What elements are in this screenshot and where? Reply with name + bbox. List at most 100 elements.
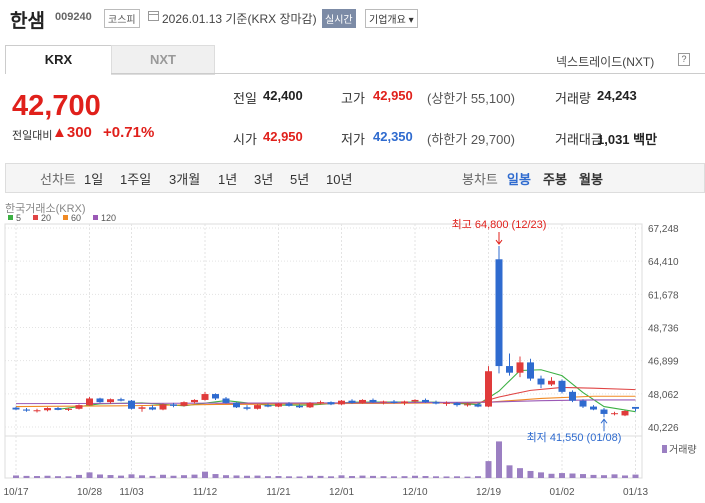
- y-tick-label: 46,899: [648, 357, 679, 368]
- change-label: 전일대비: [12, 130, 53, 142]
- volume-bar: [139, 475, 145, 478]
- period-item[interactable]: 주봉: [543, 172, 567, 187]
- candle-body: [159, 404, 167, 410]
- candle-body: [558, 380, 566, 392]
- volume-bar: [517, 468, 523, 478]
- x-tick-label: 01/02: [549, 487, 574, 498]
- stock-name: 한샘: [10, 11, 45, 32]
- volume-bar: [548, 473, 555, 478]
- volume-bar: [380, 476, 387, 478]
- volume-bar: [286, 476, 292, 478]
- nxt-link[interactable]: 넥스트레이드(NXT): [556, 55, 655, 69]
- legend-label: 120: [101, 213, 116, 223]
- volume-bar: [86, 472, 93, 478]
- candle-body: [180, 402, 188, 406]
- volume-bar: [569, 473, 576, 478]
- period-item[interactable]: 5년: [290, 172, 310, 187]
- period-item[interactable]: 월봉: [579, 172, 603, 187]
- period-item[interactable]: 1주일: [120, 172, 152, 187]
- quote-note: (상한가 55,100): [427, 91, 515, 106]
- x-tick-label: 10/28: [77, 487, 102, 498]
- volume-bar: [349, 476, 355, 478]
- quote-value: 24,243: [597, 88, 637, 103]
- quote-value: 1,031 백만: [597, 132, 658, 147]
- candle-body: [390, 401, 398, 403]
- company-button[interactable]: 기업개요 ▾: [365, 9, 418, 28]
- volume-bar: [412, 475, 418, 478]
- date: 2026.01.13 기준(KRX 장마감): [162, 12, 317, 26]
- volume-bar: [149, 475, 156, 478]
- volume-bar: [223, 475, 229, 478]
- volume-bar: [422, 476, 429, 478]
- volume-bar: [44, 475, 51, 478]
- volume-bar: [559, 473, 565, 478]
- volume-bar: [160, 474, 166, 478]
- candle-body: [117, 399, 125, 401]
- candle-body: [233, 402, 240, 408]
- period-item[interactable]: 10년: [326, 172, 353, 187]
- tab-nxt[interactable]: NXT: [111, 45, 215, 75]
- calendar-icon: [148, 11, 159, 21]
- candle-body: [380, 401, 387, 403]
- source: 한국거래소(KRX): [5, 202, 86, 215]
- candle-body: [128, 400, 135, 409]
- realtime-button[interactable]: 실시간: [322, 9, 356, 28]
- period-item[interactable]: 1일: [84, 172, 104, 187]
- legend-label: 20: [41, 213, 51, 223]
- candle-body: [44, 408, 51, 411]
- y-tick-label: 40,226: [648, 423, 679, 434]
- volume-label: 거래량: [669, 444, 697, 456]
- quote-value: 42,950: [263, 129, 303, 144]
- y-tick-label: 67,248: [648, 224, 679, 235]
- y-tick-label: 48,736: [648, 324, 679, 335]
- price: 42,700: [12, 90, 101, 122]
- candle-body: [86, 398, 93, 406]
- volume-bar: [338, 475, 345, 478]
- candle-body: [506, 366, 513, 373]
- volume-bar: [275, 476, 282, 478]
- volume-bar: [76, 474, 82, 478]
- volume-bar: [244, 475, 250, 478]
- period-item[interactable]: 3개월: [169, 172, 201, 187]
- period-item[interactable]: 일봉: [507, 172, 531, 187]
- candle-body: [579, 400, 587, 407]
- candle-body: [600, 409, 608, 414]
- market-badge: 코스피: [104, 9, 140, 28]
- candle-body: [464, 404, 471, 406]
- quote-label: 전일: [233, 91, 257, 106]
- help-icon[interactable]: ?: [678, 53, 690, 66]
- candle-body: [495, 259, 503, 367]
- volume-bar: [170, 475, 177, 478]
- x-tick-label: 12/10: [402, 487, 427, 498]
- candle-body: [369, 399, 377, 403]
- volume-bar: [601, 475, 607, 478]
- x-tick-label: 12/19: [476, 487, 501, 498]
- volume-bar: [496, 441, 502, 478]
- volume-bar: [433, 476, 439, 478]
- candle-body: [23, 409, 30, 411]
- candle-body: [201, 394, 209, 400]
- volume-bar: [538, 472, 544, 478]
- candle-body: [317, 402, 324, 404]
- volume-bar: [391, 476, 397, 478]
- high-arrow: [495, 232, 503, 245]
- volume-bar: [191, 474, 198, 478]
- volume-bar: [506, 465, 513, 478]
- candle-body: [191, 399, 198, 403]
- candle-body: [485, 371, 492, 407]
- volume-bar: [485, 461, 492, 478]
- stock-code: 009240: [55, 11, 92, 23]
- quote-value: 42,400: [263, 88, 303, 103]
- volume-bar: [23, 475, 30, 478]
- period-item[interactable]: 3년: [254, 172, 274, 187]
- volume-bar: [55, 476, 61, 478]
- volume-bar: [454, 476, 460, 478]
- x-tick-label: 12/01: [329, 487, 354, 498]
- y-tick-label: 61,678: [648, 290, 679, 301]
- candle-body: [149, 407, 156, 410]
- volume-bar: [13, 475, 19, 478]
- candle-body: [285, 403, 293, 406]
- candle-body: [348, 400, 356, 403]
- period-item[interactable]: 1년: [218, 172, 238, 187]
- y-tick-label: 64,410: [648, 257, 679, 268]
